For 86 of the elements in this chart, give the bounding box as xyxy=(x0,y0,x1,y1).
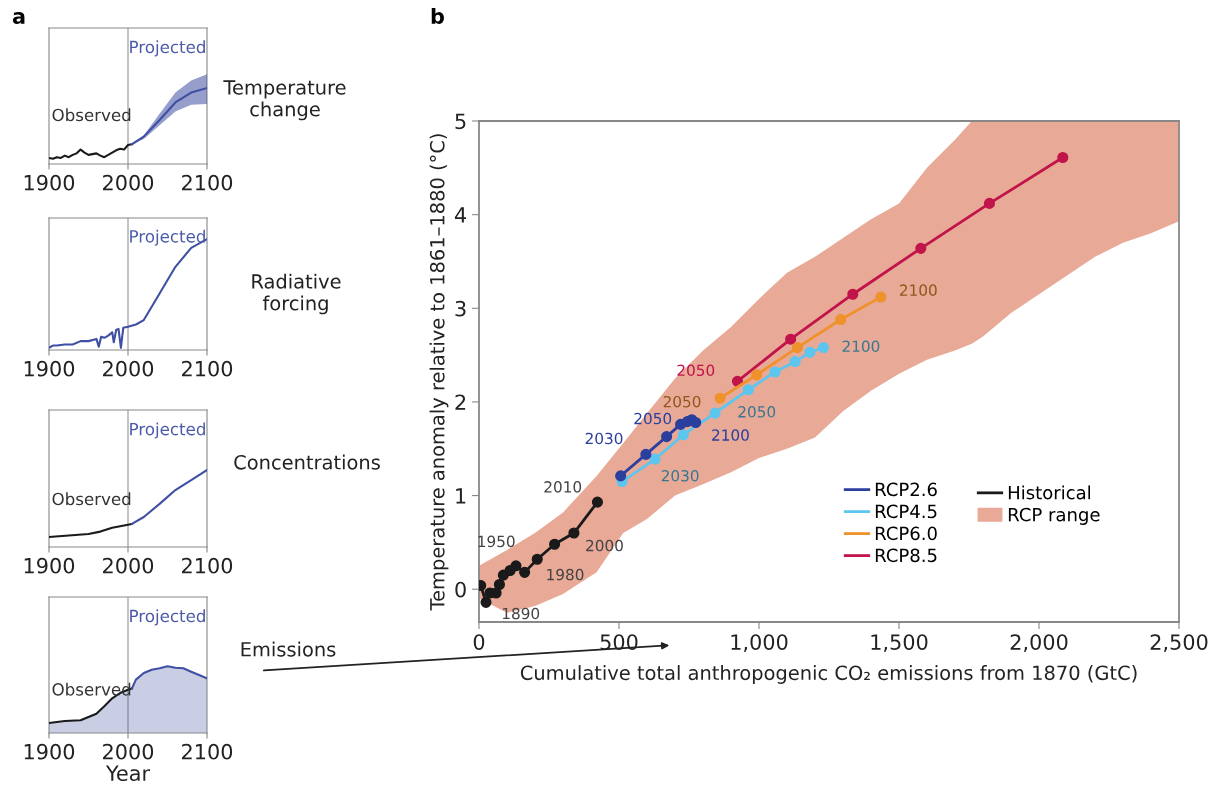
point xyxy=(742,384,754,396)
point xyxy=(847,288,859,300)
point xyxy=(983,197,995,209)
point xyxy=(769,366,781,378)
point xyxy=(690,416,702,429)
y-tick-label: 1 xyxy=(456,488,466,504)
x-tick-label: 2000 xyxy=(103,557,154,574)
text: b xyxy=(431,7,444,25)
point xyxy=(817,342,829,354)
text: Radiative forcing xyxy=(252,273,341,315)
point xyxy=(531,553,543,565)
point xyxy=(714,392,726,404)
x-tick-label: 2100 xyxy=(182,360,233,377)
point xyxy=(709,407,721,419)
x-axis-title: Cumulative total anthropogenic CO₂ emissions from 1870 (GtC) xyxy=(520,665,1137,684)
annotation: 1980 xyxy=(547,568,584,581)
annotation: Observed xyxy=(52,108,131,122)
x-tick-label: 2100 xyxy=(182,743,233,760)
text: Projected xyxy=(130,422,205,439)
x-tick-label: 2,500 xyxy=(1150,634,1208,653)
annotation: 2100 xyxy=(899,284,937,296)
x-tick-label: 2000 xyxy=(103,174,154,191)
x-tick-label: 1,000 xyxy=(731,634,788,653)
legend-label: RCP8.5 xyxy=(875,548,937,563)
legend-label: Historical xyxy=(1008,485,1091,500)
text: Temperature change xyxy=(223,80,346,121)
legend-label: RCP2.6 xyxy=(875,482,937,497)
annotation: 2100 xyxy=(712,429,749,441)
point xyxy=(661,431,673,443)
annotation: 2010 xyxy=(544,481,582,493)
text: a xyxy=(12,12,25,25)
point xyxy=(649,453,661,465)
annotation: 2050 xyxy=(738,406,776,418)
x-tick-label: 2100 xyxy=(182,557,233,574)
x-tick-label: 2000 xyxy=(103,360,154,377)
annotation: Observed xyxy=(52,492,131,506)
text: Emissions xyxy=(241,641,336,657)
x-tick-label: 2000 xyxy=(103,743,154,760)
x-tick-label: 1900 xyxy=(24,743,75,760)
point xyxy=(1057,151,1069,164)
x-tick-label: 2,000 xyxy=(1010,634,1068,653)
text: Projected xyxy=(130,40,205,57)
annotation: 2050 xyxy=(663,395,701,408)
text: Concentrations xyxy=(234,454,380,470)
y-tick-label: 3 xyxy=(455,300,466,317)
legend-label: RCP4.5 xyxy=(875,504,937,519)
point xyxy=(875,291,887,303)
point xyxy=(789,356,801,368)
x-tick-label: 2100 xyxy=(182,174,233,191)
point xyxy=(493,578,505,591)
annotation: Projected xyxy=(130,229,205,246)
point xyxy=(615,470,627,482)
annotation: 2050 xyxy=(634,412,672,425)
point xyxy=(568,527,580,539)
x-tick-label: 0 xyxy=(473,634,485,650)
point xyxy=(510,560,522,572)
point xyxy=(677,429,689,441)
legend-label: RCP range xyxy=(1008,507,1100,525)
x-tick-label: 1,500 xyxy=(871,634,928,653)
annotation: Observed xyxy=(52,682,131,696)
x-tick-label: 1900 xyxy=(24,557,75,574)
point xyxy=(915,242,927,254)
x-tick-label: 1900 xyxy=(24,360,75,377)
y-tick-label: 0 xyxy=(455,581,466,598)
point xyxy=(591,496,603,508)
point xyxy=(835,313,847,326)
point xyxy=(640,448,652,460)
point xyxy=(804,346,816,358)
x-tick-label: 1900 xyxy=(24,174,75,191)
annotation: 2100 xyxy=(842,340,880,353)
point xyxy=(519,566,531,578)
annotation: 2030 xyxy=(661,469,699,482)
text: Projected xyxy=(130,609,205,626)
y-tick-label: 2 xyxy=(455,394,466,410)
y-tick-label: 5 xyxy=(455,113,466,130)
point xyxy=(785,333,797,345)
point xyxy=(791,342,803,354)
y-axis-title: Temperature anomaly relative to 1861–1880 (°C) xyxy=(429,134,449,611)
annotation: 2030 xyxy=(585,432,623,445)
y-tick-label: 4 xyxy=(454,207,467,223)
annotation: 1890 xyxy=(502,607,540,620)
legend-label: RCP6.0 xyxy=(875,526,937,541)
point xyxy=(751,369,763,381)
x-axis-title: Year xyxy=(105,765,151,782)
point xyxy=(549,538,561,550)
point xyxy=(480,596,492,608)
